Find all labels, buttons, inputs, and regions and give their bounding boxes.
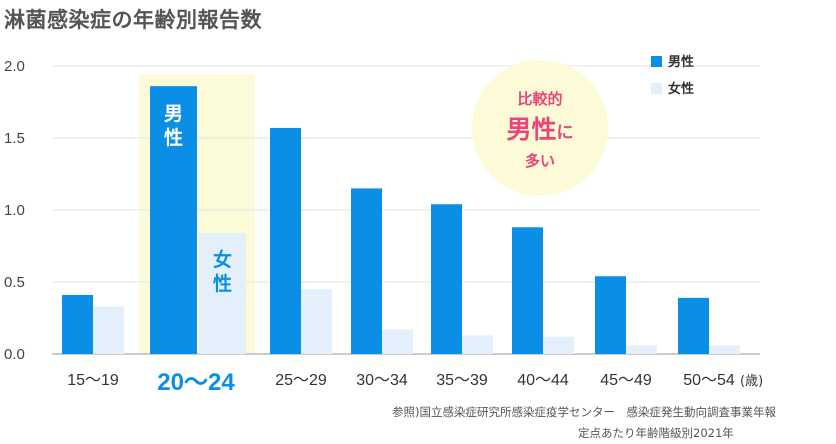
y-tick-label: 1.0 — [4, 202, 25, 219]
bar-female — [199, 233, 246, 354]
bar-male — [270, 127, 301, 354]
callout-line-1: 比較的 — [517, 90, 562, 108]
y-tick-label: 0.5 — [4, 274, 25, 291]
bar-male — [431, 204, 462, 354]
bar-female — [543, 336, 574, 354]
callout-line-3: 多い — [525, 152, 555, 170]
bar-label-female: 性 — [213, 272, 232, 295]
source-line-2: 定点あたり年齢階級別2021年 — [578, 426, 734, 440]
x-tick-label: 15〜19 — [67, 372, 119, 389]
legend-swatch-female — [651, 83, 662, 94]
source-note: 参照)国立感染症研究所感染症疫学センター 感染症発生動向調査事業年報 定点あたり… — [306, 402, 776, 444]
legend-swatch-male — [651, 56, 662, 67]
x-tick-label: 30〜34 — [356, 372, 408, 389]
y-tick-label: 1.5 — [4, 130, 25, 147]
x-tick-label: 35〜39 — [436, 372, 488, 389]
callout-circle — [472, 60, 608, 196]
bar-female — [301, 289, 332, 354]
callout-emphasis: 男性 — [506, 115, 556, 144]
x-unit-label: (歳) — [740, 374, 763, 389]
y-tick-label: 2.0 — [4, 58, 25, 75]
bar-male — [678, 297, 709, 354]
bar-female — [462, 335, 493, 354]
bar-male — [150, 86, 197, 354]
y-tick-label: 0.0 — [4, 346, 25, 363]
x-tick-label: 45〜49 — [600, 372, 652, 389]
bar-male — [62, 294, 93, 354]
legend-label-male: 男性 — [668, 54, 694, 70]
x-tick-label: 50〜54 — [683, 372, 735, 389]
x-tick-label: 40〜44 — [517, 372, 569, 389]
bar-label-female: 女 — [213, 248, 232, 271]
legend-label-female: 女性 — [668, 81, 694, 97]
bar-male — [595, 276, 626, 354]
bar-female — [709, 345, 740, 354]
source-line-1: 参照)国立感染症研究所感染症疫学センター 感染症発生動向調査事業年報 — [392, 405, 776, 419]
x-tick-label: 25〜29 — [275, 372, 327, 389]
callout-particle: に — [557, 123, 574, 143]
x-tick-label: 20〜24 — [157, 369, 235, 396]
callout-line-2: 男性に — [506, 115, 573, 144]
chart-title: 淋菌感染症の年齢別報告数 — [4, 8, 262, 32]
bar-female — [626, 345, 657, 354]
bar-label-male: 性 — [164, 126, 183, 149]
bar-male — [351, 188, 382, 354]
bar-female — [382, 329, 413, 354]
bar-female — [93, 306, 124, 354]
bar-label-male: 男 — [164, 103, 183, 125]
bar-male — [512, 227, 543, 354]
